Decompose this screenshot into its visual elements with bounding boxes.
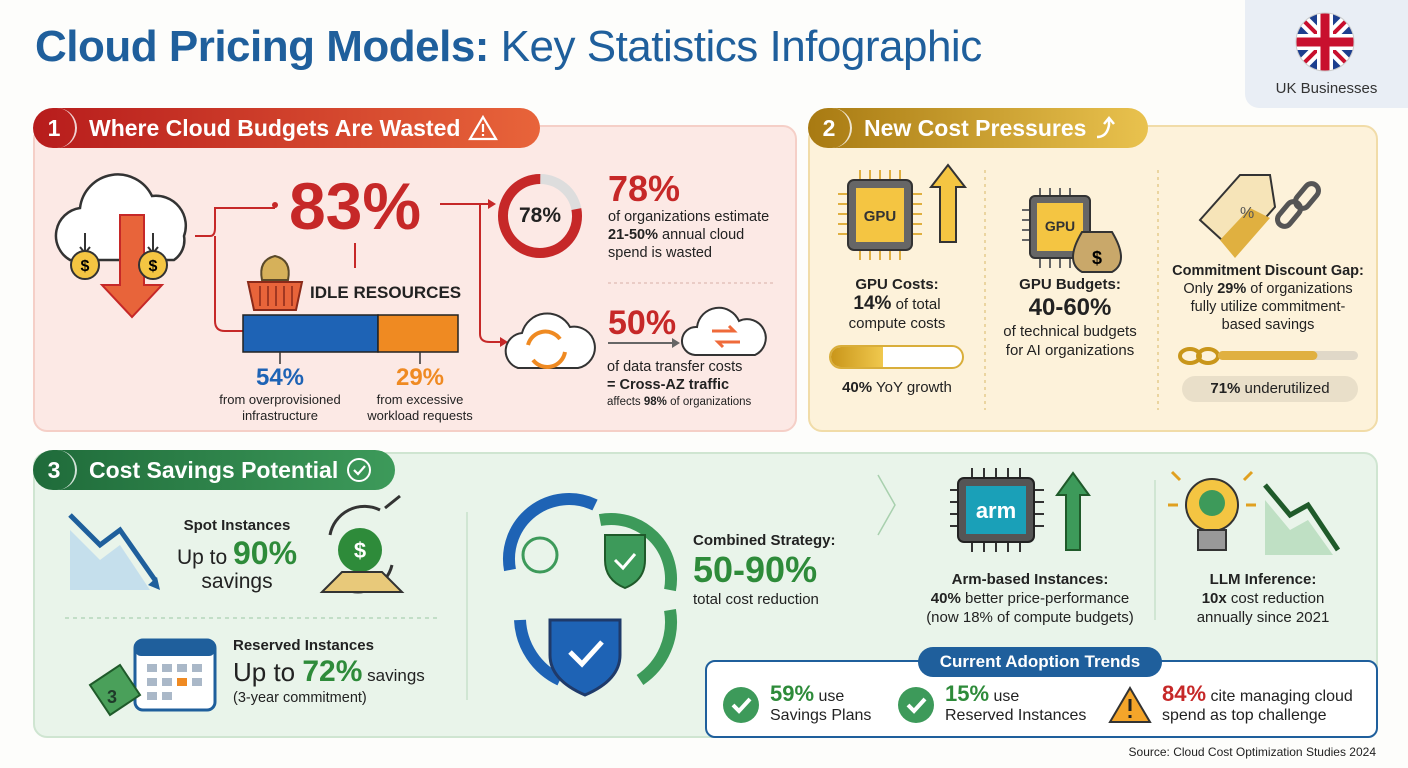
arrow-up-icon (1055, 471, 1091, 551)
cloud-money-down-icon: $ $ (54, 173, 188, 319)
donut-label: 78% (518, 204, 562, 227)
calendar-tag-icon: 3 (88, 638, 217, 717)
svg-text:3: 3 (107, 687, 117, 707)
gpu-growth-label: 40% YoY growth (842, 379, 952, 396)
spot-instances-stat: Spot Instances Up to 90% savings (176, 517, 298, 593)
badge-label: UK Businesses (1275, 80, 1378, 97)
idle-label: IDLE RESOURCES (310, 283, 462, 302)
section-1-graphics: $ $ (54, 173, 775, 369)
svg-text:$: $ (354, 538, 366, 563)
connector-lines (195, 203, 502, 343)
discount-tag-broken-chain-icon: % (1198, 174, 1321, 258)
downtrend-chart-icon (68, 513, 160, 590)
svg-text:GPU: GPU (1045, 218, 1075, 234)
coin-cycle-icon: $ (319, 494, 405, 594)
overprovisioned-stat: 54% from overprovisioned infrastructure (219, 364, 341, 423)
reserved-instances-stat: Reserved Instances Up to 72% savings (3-… (233, 637, 425, 706)
commitment-gap-stat: Commitment Discount Gap: Only 29% of org… (1172, 263, 1364, 333)
cloud-transfer-icon (680, 306, 767, 356)
arrow-up-icon (928, 163, 968, 243)
gpu-chip-icon: GPU (838, 170, 922, 260)
page-title: Cloud Pricing Models: Key Statistics Inf… (35, 22, 982, 71)
check-icon (898, 686, 934, 723)
underutilized-pill: 71% underutilized (1182, 376, 1358, 402)
waste-estimate-stat: 78% of organizations estimate 21-50% ann… (608, 168, 770, 262)
warning-icon (1108, 685, 1152, 723)
svg-text:arm: arm (976, 498, 1016, 523)
money-basket-icon (246, 254, 304, 311)
llm-inference-stat: LLM Inference: 10x cost reduction annual… (1196, 571, 1330, 626)
section-1-header: 1 Where Cloud Budgets Are Wasted (33, 108, 540, 148)
check-icon (723, 686, 759, 723)
adoption-item: 59% use Savings Plans (722, 683, 871, 725)
commitment-bar-fill (1218, 351, 1318, 360)
svg-text:GPU: GPU (864, 208, 897, 225)
transfer-percent: 50% (608, 304, 677, 342)
section-2-graphics: GPU GPU $ % (838, 163, 1358, 410)
svg-text:$: $ (81, 258, 90, 275)
warning-icon (468, 115, 499, 141)
savings-cycle-shield-icon (503, 493, 678, 697)
gpu-growth-bar (829, 345, 964, 369)
section-2-header: 2 New Cost Pressures (808, 108, 1148, 148)
section-3-graphics: $ 3 arm (65, 468, 1341, 717)
svg-text:$: $ (1092, 248, 1102, 268)
brain-bulb-icon (1168, 470, 1256, 551)
section-3-header: 3 Cost Savings Potential (33, 450, 395, 490)
region-badge: UK Businesses (1245, 0, 1408, 108)
svg-text:$: $ (149, 258, 158, 275)
excessive-stat: 29% from excessive workload requests (367, 364, 473, 423)
arm-instances-stat: Arm-based Instances: 40% better price-pe… (926, 571, 1134, 626)
cloud-sync-icon (504, 312, 596, 369)
donut-78 (498, 174, 582, 258)
gpu-costs-stat: GPU Costs: 14% of total compute costs (848, 276, 946, 332)
bar-excessive (377, 314, 459, 353)
svg-text:%: % (1240, 205, 1254, 222)
arm-chip-icon: arm (950, 468, 1044, 552)
gpu-growth-fill (831, 347, 884, 367)
uk-flag-icon (1295, 12, 1355, 72)
source-note: Source: Cloud Cost Optimization Studies … (1128, 745, 1376, 759)
trend-up-icon (1097, 116, 1116, 139)
downtrend-chart-icon (1263, 483, 1341, 555)
chain-icon (1178, 347, 1220, 365)
idle-percent: 83% (288, 169, 422, 243)
adoption-title: Current Adoption Trends (918, 647, 1162, 677)
check-circle-icon (347, 458, 372, 482)
adoption-item: 15% use Reserved Instances (897, 683, 1086, 725)
transfer-stat: of data transfer costs = Cross-AZ traffi… (607, 359, 752, 408)
gpu-budgets-stat: GPU Budgets: 40-60% of technical budgets… (1003, 276, 1137, 359)
combined-strategy-stat: Combined Strategy: 50-90% total cost red… (693, 532, 836, 608)
bar-overprovisioned (242, 314, 379, 353)
adoption-item: 84% cite managing cloud spend as top chal… (1108, 683, 1353, 725)
gpu-money-icon: GPU $ (1022, 188, 1122, 273)
